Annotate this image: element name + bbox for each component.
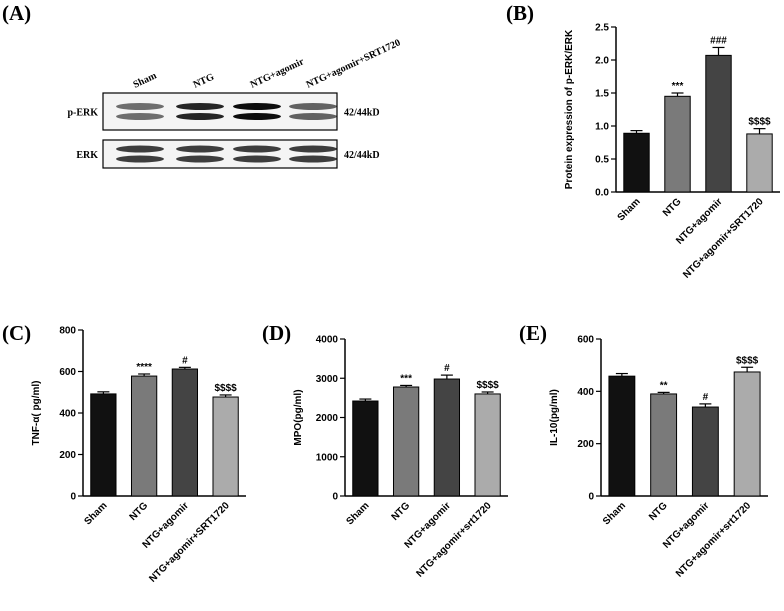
y-tick-label: 3000	[316, 374, 339, 385]
significance: $$$$	[215, 383, 238, 394]
band	[116, 103, 164, 110]
x-tick-label: Sham	[344, 500, 371, 527]
y-tick-label: 1.0	[595, 122, 609, 133]
bar	[130, 375, 158, 497]
blot-box	[102, 139, 338, 169]
y-tick-label: 2.5	[595, 23, 609, 34]
y-axis-label: Protein expression of p-ERK/ERK	[564, 29, 575, 189]
band	[176, 103, 224, 110]
bar	[705, 54, 732, 193]
y-tick-label: 0	[332, 492, 338, 503]
y-tick-label: 600	[577, 335, 594, 346]
y-tick-label: 600	[59, 367, 76, 378]
band	[233, 113, 281, 120]
bar	[733, 371, 761, 497]
x-tick-label: NTG	[390, 500, 413, 523]
band	[116, 113, 164, 120]
band	[233, 155, 281, 163]
y-tick-label: 0	[588, 492, 594, 503]
lane-label: NTG+agomir	[249, 56, 307, 91]
band	[116, 155, 164, 163]
band	[289, 103, 337, 110]
x-tick-label: NTG	[661, 196, 684, 219]
bar	[664, 95, 691, 193]
x-tick-label: NTG	[128, 500, 151, 523]
x-tick-label: NTG+agomir+srt1720	[414, 500, 494, 580]
x-tick-label: Sham	[616, 196, 643, 223]
y-axis-label: TNF-α( pg/ml)	[31, 380, 42, 445]
lane-label: NTG+agomir+SRT1720	[305, 37, 403, 90]
bar	[691, 406, 719, 497]
row-label: ERK	[76, 150, 98, 161]
bar	[650, 393, 678, 497]
band	[176, 145, 224, 153]
bar	[352, 400, 379, 497]
y-tick-label: 0	[70, 492, 76, 503]
band	[176, 155, 224, 163]
band	[289, 145, 337, 153]
bar	[90, 393, 117, 497]
size-label: 42/44kD	[344, 108, 380, 119]
panel-label: (C)	[2, 321, 31, 345]
significance: ###	[710, 35, 727, 46]
significance: $$$$	[736, 355, 759, 366]
row-label: p-ERK	[67, 108, 98, 119]
bar	[171, 368, 199, 497]
lane-label: Sham	[132, 70, 159, 91]
y-tick-label: 1.5	[595, 89, 609, 100]
x-tick-label: NTG	[647, 500, 670, 523]
panel-label: (E)	[519, 321, 547, 345]
bar	[623, 132, 650, 193]
significance: $$$$	[748, 117, 771, 128]
band	[233, 145, 281, 153]
significance: #	[703, 392, 709, 403]
x-tick-label: Sham	[82, 500, 109, 527]
y-tick-label: 200	[577, 439, 594, 450]
bar	[433, 378, 461, 497]
significance: **	[660, 380, 668, 391]
blot-box	[102, 92, 338, 131]
significance: ***	[672, 81, 684, 92]
panel-label: (A)	[2, 1, 31, 25]
bar	[474, 393, 501, 497]
y-axis-label: IL-10(pg/ml)	[549, 389, 560, 446]
size-label: 42/44kD	[344, 150, 380, 161]
panel-label: (B)	[506, 1, 534, 25]
y-tick-label: 0.0	[595, 188, 609, 199]
bar	[608, 375, 636, 497]
y-tick-label: 1000	[316, 452, 339, 463]
y-tick-label: 2.0	[595, 56, 609, 67]
bar	[746, 133, 773, 193]
band	[176, 113, 224, 120]
band	[233, 103, 281, 110]
band	[289, 113, 337, 120]
significance: #	[444, 363, 450, 374]
lane-label: NTG	[192, 71, 216, 90]
y-tick-label: 200	[59, 450, 76, 461]
x-tick-label: NTG+agomir+SRT1720	[147, 500, 232, 585]
y-tick-label: 800	[59, 326, 76, 337]
y-tick-label: 0.5	[595, 155, 609, 166]
bar	[212, 396, 239, 497]
y-axis-label: MPO(pg/ml)	[293, 389, 304, 445]
band	[116, 145, 164, 153]
x-tick-label: NTG+agomir+SRT1720	[681, 196, 766, 281]
y-tick-label: 400	[577, 387, 594, 398]
y-tick-label: 2000	[316, 413, 339, 424]
y-tick-label: 400	[59, 409, 76, 420]
band	[289, 155, 337, 163]
significance: #	[182, 355, 188, 366]
y-tick-label: 4000	[316, 335, 339, 346]
significance: ****	[136, 362, 152, 373]
x-tick-label: NTG+agomir+srt1720	[674, 500, 754, 580]
significance: $$$$	[477, 380, 500, 391]
panel-label: (D)	[262, 321, 291, 345]
bar	[392, 386, 420, 497]
significance: ***	[400, 373, 412, 384]
x-tick-label: Sham	[601, 500, 628, 527]
